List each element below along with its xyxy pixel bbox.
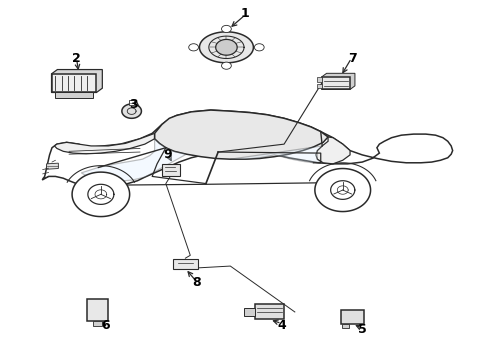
Polygon shape xyxy=(122,104,142,118)
Bar xyxy=(129,100,134,105)
Text: 8: 8 xyxy=(192,276,200,289)
Circle shape xyxy=(189,44,198,51)
Polygon shape xyxy=(155,110,328,159)
Polygon shape xyxy=(322,73,355,89)
Polygon shape xyxy=(81,134,186,181)
Polygon shape xyxy=(199,32,253,63)
Circle shape xyxy=(221,62,231,69)
Polygon shape xyxy=(51,69,102,93)
Bar xyxy=(173,258,197,269)
Polygon shape xyxy=(47,163,58,169)
Polygon shape xyxy=(42,110,453,186)
Bar xyxy=(162,164,179,176)
Text: 4: 4 xyxy=(277,319,286,332)
Bar xyxy=(244,308,255,316)
Bar xyxy=(322,77,350,89)
Polygon shape xyxy=(230,146,322,163)
Circle shape xyxy=(221,25,231,32)
Bar xyxy=(55,93,93,98)
Text: 9: 9 xyxy=(164,148,172,161)
Polygon shape xyxy=(72,172,130,217)
Bar xyxy=(87,299,108,320)
Text: 5: 5 xyxy=(358,323,367,336)
Polygon shape xyxy=(54,134,155,154)
Bar xyxy=(51,74,97,93)
Text: 2: 2 xyxy=(72,51,81,64)
Text: 1: 1 xyxy=(241,7,249,20)
Polygon shape xyxy=(316,137,350,164)
Bar xyxy=(93,320,102,325)
Bar xyxy=(317,77,322,82)
Text: 3: 3 xyxy=(129,98,138,111)
Text: 7: 7 xyxy=(348,51,357,64)
Bar xyxy=(255,305,284,319)
Bar xyxy=(317,84,322,88)
Polygon shape xyxy=(315,168,370,212)
Polygon shape xyxy=(216,40,237,55)
Circle shape xyxy=(254,44,264,51)
Bar xyxy=(341,310,364,324)
Text: 6: 6 xyxy=(101,319,110,332)
Bar xyxy=(342,324,349,328)
